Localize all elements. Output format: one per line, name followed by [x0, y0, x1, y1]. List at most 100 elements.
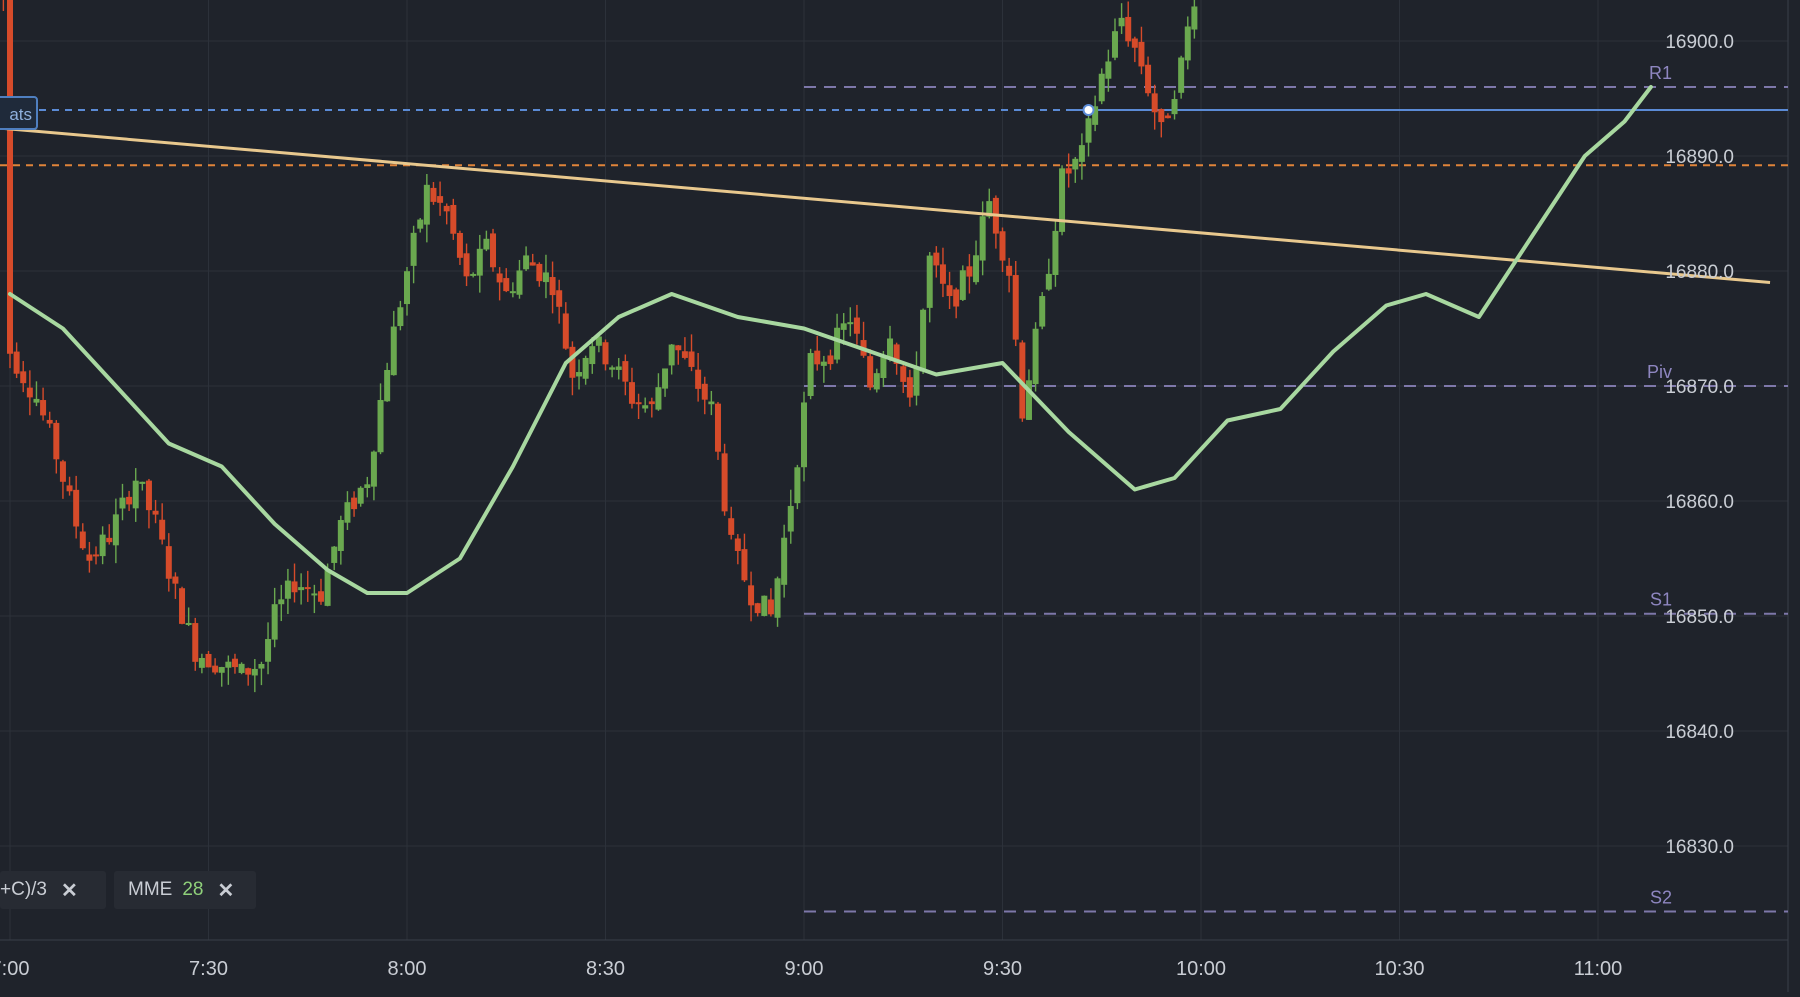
candle-body	[198, 657, 205, 668]
candle-body	[284, 580, 291, 599]
candle-body	[1012, 275, 1019, 340]
y-tick-label: 16830.0	[1665, 837, 1734, 858]
candle-body	[390, 326, 397, 376]
legend-chip-typical-price[interactable]: +C)/3 ✕	[0, 871, 106, 909]
candle-body	[999, 231, 1006, 261]
candle-body	[1164, 115, 1171, 119]
candle-body	[595, 336, 602, 346]
candle-body	[1078, 145, 1085, 162]
candle-body	[126, 496, 133, 505]
close-icon[interactable]: ✕	[61, 879, 78, 902]
candle-body	[179, 588, 186, 624]
candle-body	[430, 187, 437, 202]
candle-body	[1125, 16, 1132, 42]
y-tick-label: 16840.0	[1665, 722, 1734, 743]
candle-body	[397, 307, 404, 327]
candle-body	[304, 587, 311, 590]
candle-body	[13, 351, 20, 374]
pivot-label-piv: Piv	[1647, 362, 1672, 382]
candle-body	[807, 353, 814, 396]
candle-body	[721, 453, 728, 512]
candle-body	[370, 451, 377, 487]
candle-body	[357, 487, 364, 504]
candle-body	[741, 549, 748, 581]
candle-body	[939, 264, 946, 284]
candle-body	[576, 372, 583, 377]
candle-body	[317, 591, 324, 602]
candle-body	[1006, 265, 1013, 276]
candle-body	[1072, 158, 1079, 170]
candle-body	[46, 419, 53, 424]
candle-body	[417, 219, 424, 229]
candle-body	[582, 357, 589, 379]
candle-body	[589, 346, 596, 365]
candle-body	[814, 350, 821, 365]
x-tick-label: 10:00	[1176, 958, 1226, 980]
candle-body	[291, 581, 298, 593]
x-tick-label: 7:00	[0, 958, 29, 980]
axes: 7:00 7:30 8:00 8:30 9:00 9:30 10:00 10:30 11:00 1…	[0, 32, 1734, 980]
legend-chip-mme[interactable]: MME 28 ✕	[114, 871, 256, 909]
x-tick-label: 10:30	[1374, 958, 1424, 980]
candle-body	[668, 344, 675, 366]
candle-body	[973, 255, 980, 283]
candle-body	[787, 505, 794, 532]
y-tick-label: 16850.0	[1665, 607, 1734, 628]
candle-body	[933, 252, 940, 266]
candle-body	[1184, 26, 1191, 61]
x-tick-label: 9:00	[785, 958, 824, 980]
candle-body	[132, 480, 139, 509]
candle-body	[231, 658, 238, 668]
candle-body	[476, 248, 483, 276]
candle-body	[99, 534, 106, 557]
candle-body	[20, 371, 27, 384]
price-tag[interactable]: ats	[0, 96, 38, 130]
candle-body	[145, 480, 152, 511]
candle-body	[258, 663, 265, 669]
candle-body	[1019, 342, 1026, 419]
candle-body	[443, 205, 450, 212]
candle-body	[351, 497, 358, 510]
candle-body	[880, 356, 887, 378]
candle-body	[906, 377, 913, 398]
candle-body	[33, 398, 40, 403]
candle-body	[53, 422, 60, 460]
candle-body	[26, 387, 33, 398]
candle-body	[311, 593, 318, 596]
candle-body	[767, 599, 774, 615]
candle-body	[1045, 273, 1052, 290]
candle-body	[728, 518, 735, 535]
candle-body	[628, 382, 635, 404]
candle-body	[748, 585, 755, 606]
candle-body	[1151, 93, 1158, 113]
candle-body	[523, 255, 530, 270]
candle-body	[364, 484, 371, 488]
pivot-label-s2: S2	[1650, 888, 1672, 908]
candle-body	[271, 604, 278, 640]
candle-body	[470, 273, 477, 276]
candle-body	[946, 285, 953, 297]
candle-body	[298, 587, 305, 591]
candle-body	[93, 554, 100, 557]
candle-body	[245, 668, 252, 675]
candle-body	[953, 289, 960, 307]
candle-body	[483, 238, 490, 250]
candle-body	[635, 402, 642, 405]
candle-body	[569, 346, 576, 378]
candle-body	[695, 369, 702, 389]
candle-body	[384, 370, 391, 402]
candle-body	[761, 595, 768, 616]
candle-body	[509, 291, 516, 294]
candle-body	[152, 510, 159, 515]
candle-body	[86, 554, 93, 561]
x-tick-label: 11:00	[1574, 958, 1623, 980]
candle-body	[642, 405, 649, 409]
candle-body	[496, 273, 503, 283]
close-icon[interactable]: ✕	[217, 879, 235, 902]
candle-body	[1025, 380, 1032, 420]
y-tick-label: 16860.0	[1665, 492, 1734, 513]
candle-body	[853, 317, 860, 334]
